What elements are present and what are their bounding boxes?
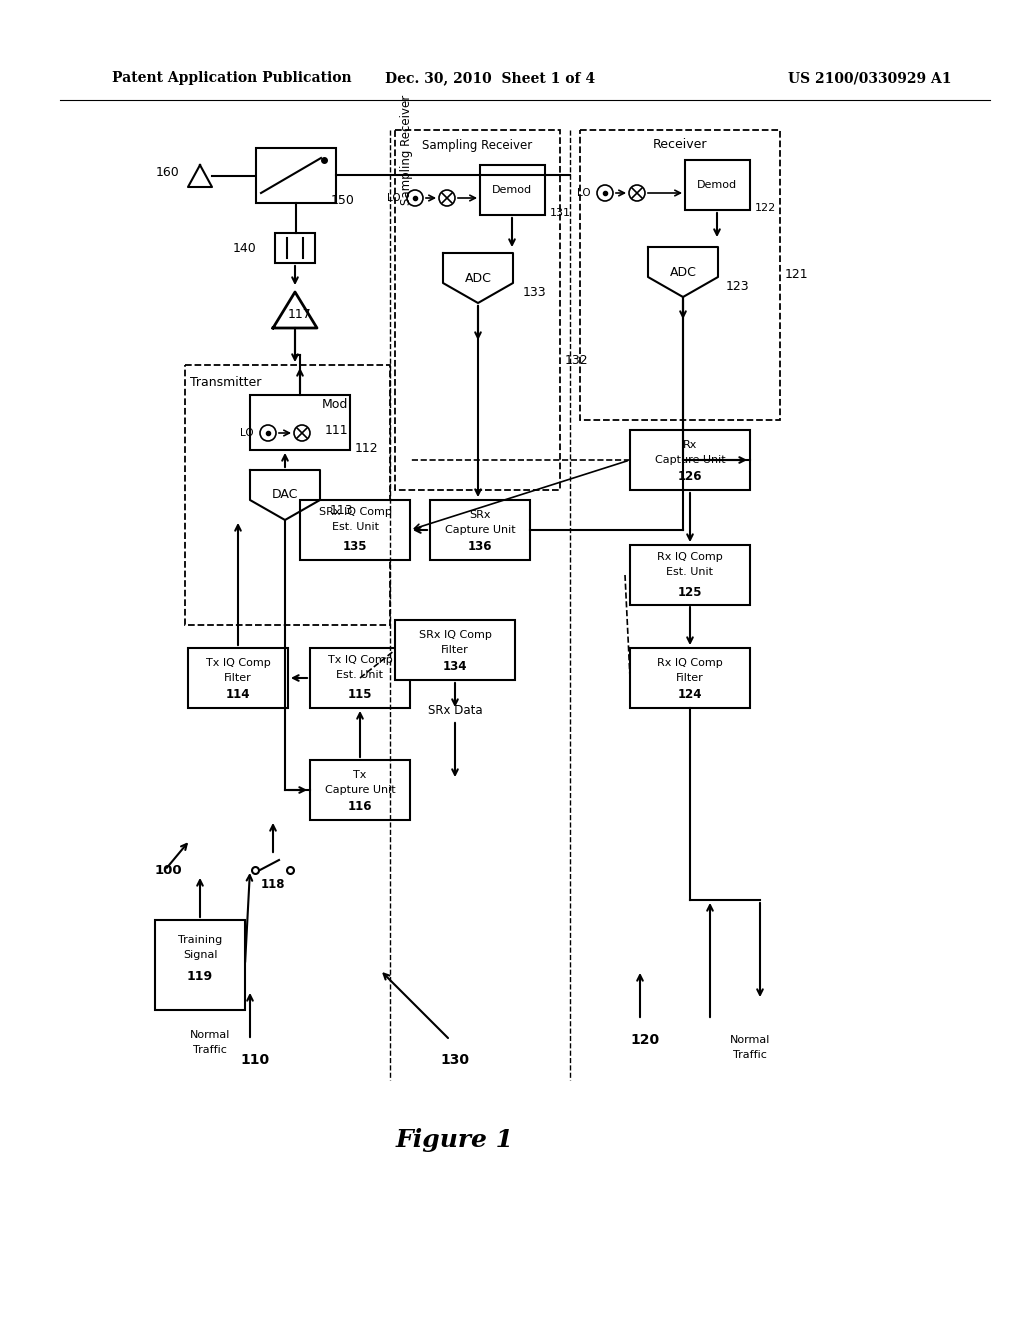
Text: 140: 140 bbox=[233, 242, 257, 255]
Text: 125: 125 bbox=[678, 586, 702, 598]
Text: Tx: Tx bbox=[353, 770, 367, 780]
Text: 136: 136 bbox=[468, 540, 493, 553]
Text: Capture Unit: Capture Unit bbox=[325, 785, 395, 795]
Text: Filter: Filter bbox=[224, 673, 252, 682]
Text: SRx: SRx bbox=[469, 510, 490, 520]
Bar bbox=[188, 648, 288, 708]
Bar bbox=[310, 760, 410, 820]
Text: 117: 117 bbox=[288, 309, 312, 322]
Text: Sampling Receiver: Sampling Receiver bbox=[400, 95, 413, 205]
Text: 126: 126 bbox=[678, 470, 702, 483]
Text: Normal: Normal bbox=[189, 1030, 230, 1040]
Text: 112: 112 bbox=[355, 441, 379, 454]
Text: Capture Unit: Capture Unit bbox=[654, 455, 725, 465]
Text: 113: 113 bbox=[330, 503, 353, 516]
Text: 110: 110 bbox=[241, 1053, 269, 1067]
Text: SRx IQ Comp: SRx IQ Comp bbox=[318, 507, 391, 517]
Text: 114: 114 bbox=[225, 689, 250, 701]
Bar bbox=[630, 545, 750, 605]
Text: Demod: Demod bbox=[492, 185, 532, 195]
Text: Rx: Rx bbox=[683, 440, 697, 450]
Bar bbox=[275, 234, 315, 263]
Text: 134: 134 bbox=[442, 660, 467, 673]
Text: 115: 115 bbox=[348, 689, 373, 701]
Text: 119: 119 bbox=[187, 970, 213, 983]
Text: Est. Unit: Est. Unit bbox=[667, 568, 714, 577]
Text: 133: 133 bbox=[523, 286, 547, 300]
Bar bbox=[310, 648, 410, 708]
Text: LO: LO bbox=[578, 187, 591, 198]
Text: SRx IQ Comp: SRx IQ Comp bbox=[419, 630, 492, 640]
Text: 116: 116 bbox=[348, 800, 373, 813]
Text: SRx Data: SRx Data bbox=[428, 704, 482, 717]
Bar bbox=[250, 395, 350, 450]
Text: 130: 130 bbox=[440, 1053, 469, 1067]
Text: Signal: Signal bbox=[182, 950, 217, 960]
Bar bbox=[685, 160, 750, 210]
Text: 123: 123 bbox=[726, 281, 750, 293]
Text: Est. Unit: Est. Unit bbox=[337, 671, 384, 680]
Text: Sampling Receiver: Sampling Receiver bbox=[422, 139, 532, 152]
Bar bbox=[480, 165, 545, 215]
Text: Tx IQ Comp: Tx IQ Comp bbox=[206, 657, 270, 668]
Text: 135: 135 bbox=[343, 540, 368, 553]
Text: 100: 100 bbox=[155, 863, 182, 876]
Text: Filter: Filter bbox=[441, 645, 469, 655]
Text: Training: Training bbox=[178, 935, 222, 945]
Text: Receiver: Receiver bbox=[652, 139, 708, 152]
Text: Dec. 30, 2010  Sheet 1 of 4: Dec. 30, 2010 Sheet 1 of 4 bbox=[385, 71, 595, 84]
Text: Capture Unit: Capture Unit bbox=[444, 525, 515, 535]
Text: Rx IQ Comp: Rx IQ Comp bbox=[657, 552, 723, 562]
Text: 121: 121 bbox=[785, 268, 809, 281]
Bar bbox=[630, 648, 750, 708]
Bar bbox=[256, 148, 336, 203]
Text: Traffic: Traffic bbox=[733, 1049, 767, 1060]
Text: 131: 131 bbox=[550, 209, 571, 218]
Text: 118: 118 bbox=[261, 878, 286, 891]
Text: 132: 132 bbox=[565, 354, 589, 367]
Text: 122: 122 bbox=[755, 203, 776, 213]
Text: Tx IQ Comp: Tx IQ Comp bbox=[328, 655, 392, 665]
Bar bbox=[430, 500, 530, 560]
Bar bbox=[580, 129, 780, 420]
Text: Transmitter: Transmitter bbox=[190, 376, 261, 389]
Bar bbox=[630, 430, 750, 490]
Text: Normal: Normal bbox=[730, 1035, 770, 1045]
Bar bbox=[155, 920, 245, 1010]
Text: 124: 124 bbox=[678, 689, 702, 701]
Text: 120: 120 bbox=[631, 1034, 659, 1047]
Text: Rx IQ Comp: Rx IQ Comp bbox=[657, 657, 723, 668]
Text: ADC: ADC bbox=[465, 272, 492, 285]
Text: US 2100/0330929 A1: US 2100/0330929 A1 bbox=[788, 71, 951, 84]
Bar bbox=[395, 620, 515, 680]
Text: 160: 160 bbox=[156, 166, 180, 180]
Text: Est. Unit: Est. Unit bbox=[332, 521, 379, 532]
Bar bbox=[395, 129, 560, 490]
Text: Patent Application Publication: Patent Application Publication bbox=[112, 71, 351, 84]
Text: Demod: Demod bbox=[697, 180, 737, 190]
Text: Filter: Filter bbox=[676, 673, 703, 682]
Text: Mod: Mod bbox=[322, 399, 348, 412]
Text: Traffic: Traffic bbox=[194, 1045, 227, 1055]
Text: 150: 150 bbox=[331, 194, 355, 207]
Text: 111: 111 bbox=[325, 424, 348, 437]
Text: LO: LO bbox=[387, 193, 401, 203]
Text: Figure 1: Figure 1 bbox=[396, 1129, 514, 1152]
Text: DAC: DAC bbox=[271, 488, 298, 502]
Text: ADC: ADC bbox=[670, 265, 696, 279]
Bar bbox=[300, 500, 410, 560]
Bar bbox=[185, 366, 390, 624]
Text: LO: LO bbox=[241, 428, 254, 438]
